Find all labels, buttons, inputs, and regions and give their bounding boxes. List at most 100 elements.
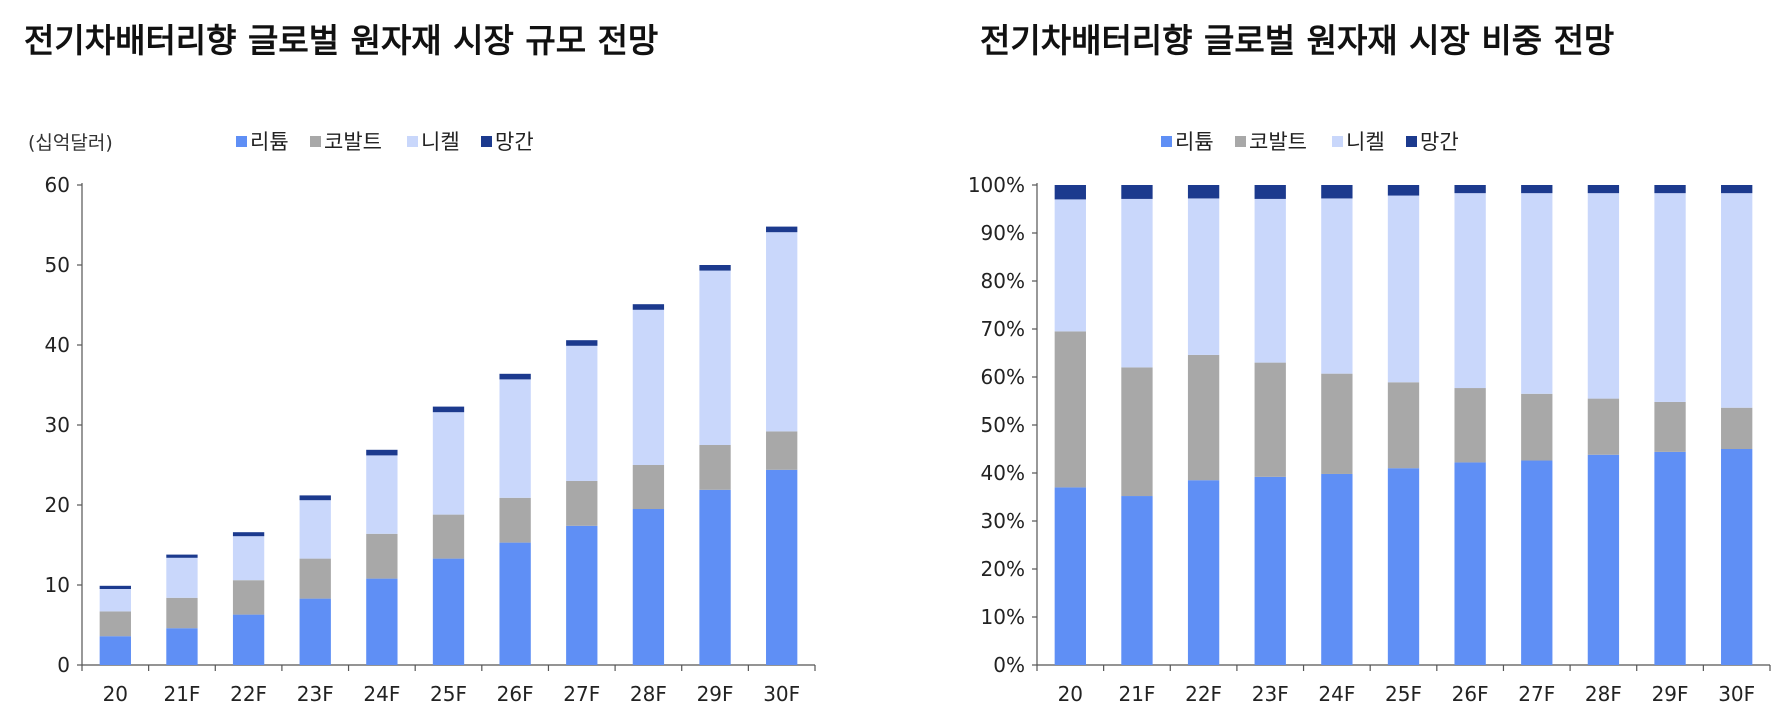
bar-리튬-24F — [1321, 473, 1353, 665]
bar-니켈-22F — [232, 536, 265, 581]
legend-label-0: 리튬 — [250, 130, 289, 154]
x-tick-label: 26F — [1452, 682, 1489, 706]
y-tick-label: 10 — [45, 573, 70, 597]
bar-리튬-27F — [1521, 460, 1553, 665]
bar-리튬-26F — [499, 542, 531, 665]
unit-label: (십억달러) — [28, 132, 113, 154]
bar-코발트-24F — [366, 533, 398, 579]
bar-니켈-23F — [1254, 198, 1286, 363]
bar-망간-22F — [232, 532, 265, 537]
y-tick-label: 50 — [45, 253, 70, 277]
bar-코발트-23F — [299, 558, 331, 599]
bar-니켈-28F — [632, 309, 665, 465]
x-tick-label: 28F — [630, 682, 667, 706]
bar-망간-25F — [1387, 185, 1420, 196]
y-tick-label: 60 — [45, 173, 70, 197]
bar-니켈-25F — [432, 412, 465, 515]
bar-니켈-28F — [1587, 193, 1620, 399]
bar-리튬-22F — [232, 614, 265, 665]
y-tick-label: 0 — [57, 653, 70, 677]
bar-리튬-21F — [166, 628, 198, 665]
bar-리튬-23F — [299, 598, 331, 665]
bar-망간-28F — [1587, 185, 1620, 194]
chart-title: 전기차배터리향 글로벌 원자재 시장 비중 전망 — [980, 21, 1615, 60]
x-tick-label: 25F — [1385, 682, 1422, 706]
bar-망간-24F — [1321, 185, 1353, 199]
legend-label-2: 니켈 — [421, 130, 460, 154]
bar-코발트-24F — [1321, 373, 1353, 474]
bar-망간-20 — [99, 585, 131, 589]
bar-니켈-24F — [1321, 198, 1353, 374]
x-tick-label: 21F — [1118, 682, 1155, 706]
legend-label-2: 니켈 — [1346, 130, 1385, 154]
bar-니켈-29F — [1654, 193, 1686, 402]
bar-리튬-20 — [99, 636, 131, 665]
bar-코발트-22F — [232, 580, 265, 615]
bar-리튬-24F — [366, 578, 398, 665]
bar-리튬-28F — [1587, 454, 1620, 665]
bar-망간-27F — [566, 340, 598, 346]
bar-망간-23F — [1254, 185, 1286, 199]
bar-코발트-30F — [1721, 407, 1753, 449]
bar-망간-27F — [1521, 185, 1553, 194]
market-share-chart-panel: 전기차배터리향 글로벌 원자재 시장 비중 전망 리튬 코발트 니켈 망간 0% 10% 2… — [880, 0, 1782, 713]
bar-망간-29F — [1654, 185, 1686, 194]
legend-swatch-1 — [310, 136, 321, 147]
bar-코발트-20 — [1054, 331, 1086, 488]
x-tick-label: 23F — [297, 682, 334, 706]
bar-망간-23F — [299, 495, 331, 501]
legend-swatch-3 — [1406, 136, 1417, 147]
legend-swatch-3 — [481, 136, 492, 147]
legend-label-1: 코발트 — [324, 130, 382, 154]
bar-니켈-20 — [1054, 199, 1086, 332]
bar-코발트-21F — [1121, 367, 1153, 497]
x-tick-label: 24F — [363, 682, 400, 706]
bar-코발트-27F — [566, 481, 598, 526]
x-tick-label: 22F — [1185, 682, 1222, 706]
x-tick-label: 21F — [163, 682, 200, 706]
bar-리튬-28F — [632, 509, 665, 665]
bar-리튬-23F — [1254, 476, 1286, 665]
bar-리튬-20 — [1054, 487, 1086, 665]
bar-망간-29F — [699, 265, 731, 271]
y-tick-label: 80% — [981, 269, 1025, 293]
bar-니켈-30F — [766, 232, 798, 432]
y-tick-label: 30 — [45, 413, 70, 437]
x-tick-label: 23F — [1252, 682, 1289, 706]
bar-코발트-29F — [1654, 401, 1686, 452]
bar-니켈-26F — [499, 379, 531, 498]
x-tick-label: 25F — [430, 682, 467, 706]
y-tick-label: 100% — [968, 173, 1025, 197]
bar-리튬-29F — [699, 489, 731, 665]
bar-망간-26F — [499, 373, 531, 380]
legend-swatch-1 — [1235, 136, 1246, 147]
y-tick-label: 20 — [45, 493, 70, 517]
y-tick-label: 90% — [981, 221, 1025, 245]
bar-리튬-29F — [1654, 451, 1686, 665]
bar-코발트-23F — [1254, 362, 1286, 477]
legend-swatch-0 — [236, 136, 247, 147]
bar-리튬-21F — [1121, 496, 1153, 665]
bar-코발트-25F — [1387, 382, 1420, 469]
bar-망간-24F — [366, 449, 398, 456]
y-tick-label: 20% — [981, 557, 1025, 581]
bar-망간-30F — [1721, 185, 1753, 194]
x-tick-label: 27F — [1518, 682, 1555, 706]
x-tick-label: 30F — [1718, 682, 1755, 706]
bar-코발트-28F — [632, 465, 665, 509]
bar-니켈-27F — [1521, 193, 1553, 394]
bar-코발트-22F — [1187, 354, 1220, 481]
bar-코발트-26F — [499, 497, 531, 543]
y-tick-label: 10% — [981, 605, 1025, 629]
market-size-chart: (십억달러) 리튬 코발트 니켈 망간 0 10 20 30 40 50 60 20 21F 22F 23F 2… — [28, 130, 816, 706]
market-share-chart: 리튬 코발트 니켈 망간 0% 10% 20% 30% 40% 50% 60% 70% 80% 90% 10… — [968, 130, 1771, 706]
bar-니켈-23F — [299, 500, 331, 559]
y-tick-label: 50% — [981, 413, 1025, 437]
bar-코발트-26F — [1454, 388, 1486, 463]
bar-코발트-21F — [166, 597, 198, 629]
legend-swatch-0 — [1161, 136, 1172, 147]
y-tick-label: 0% — [993, 653, 1025, 677]
x-tick-label: 29F — [697, 682, 734, 706]
bar-리튬-22F — [1187, 480, 1220, 665]
bar-망간-30F — [766, 226, 798, 233]
